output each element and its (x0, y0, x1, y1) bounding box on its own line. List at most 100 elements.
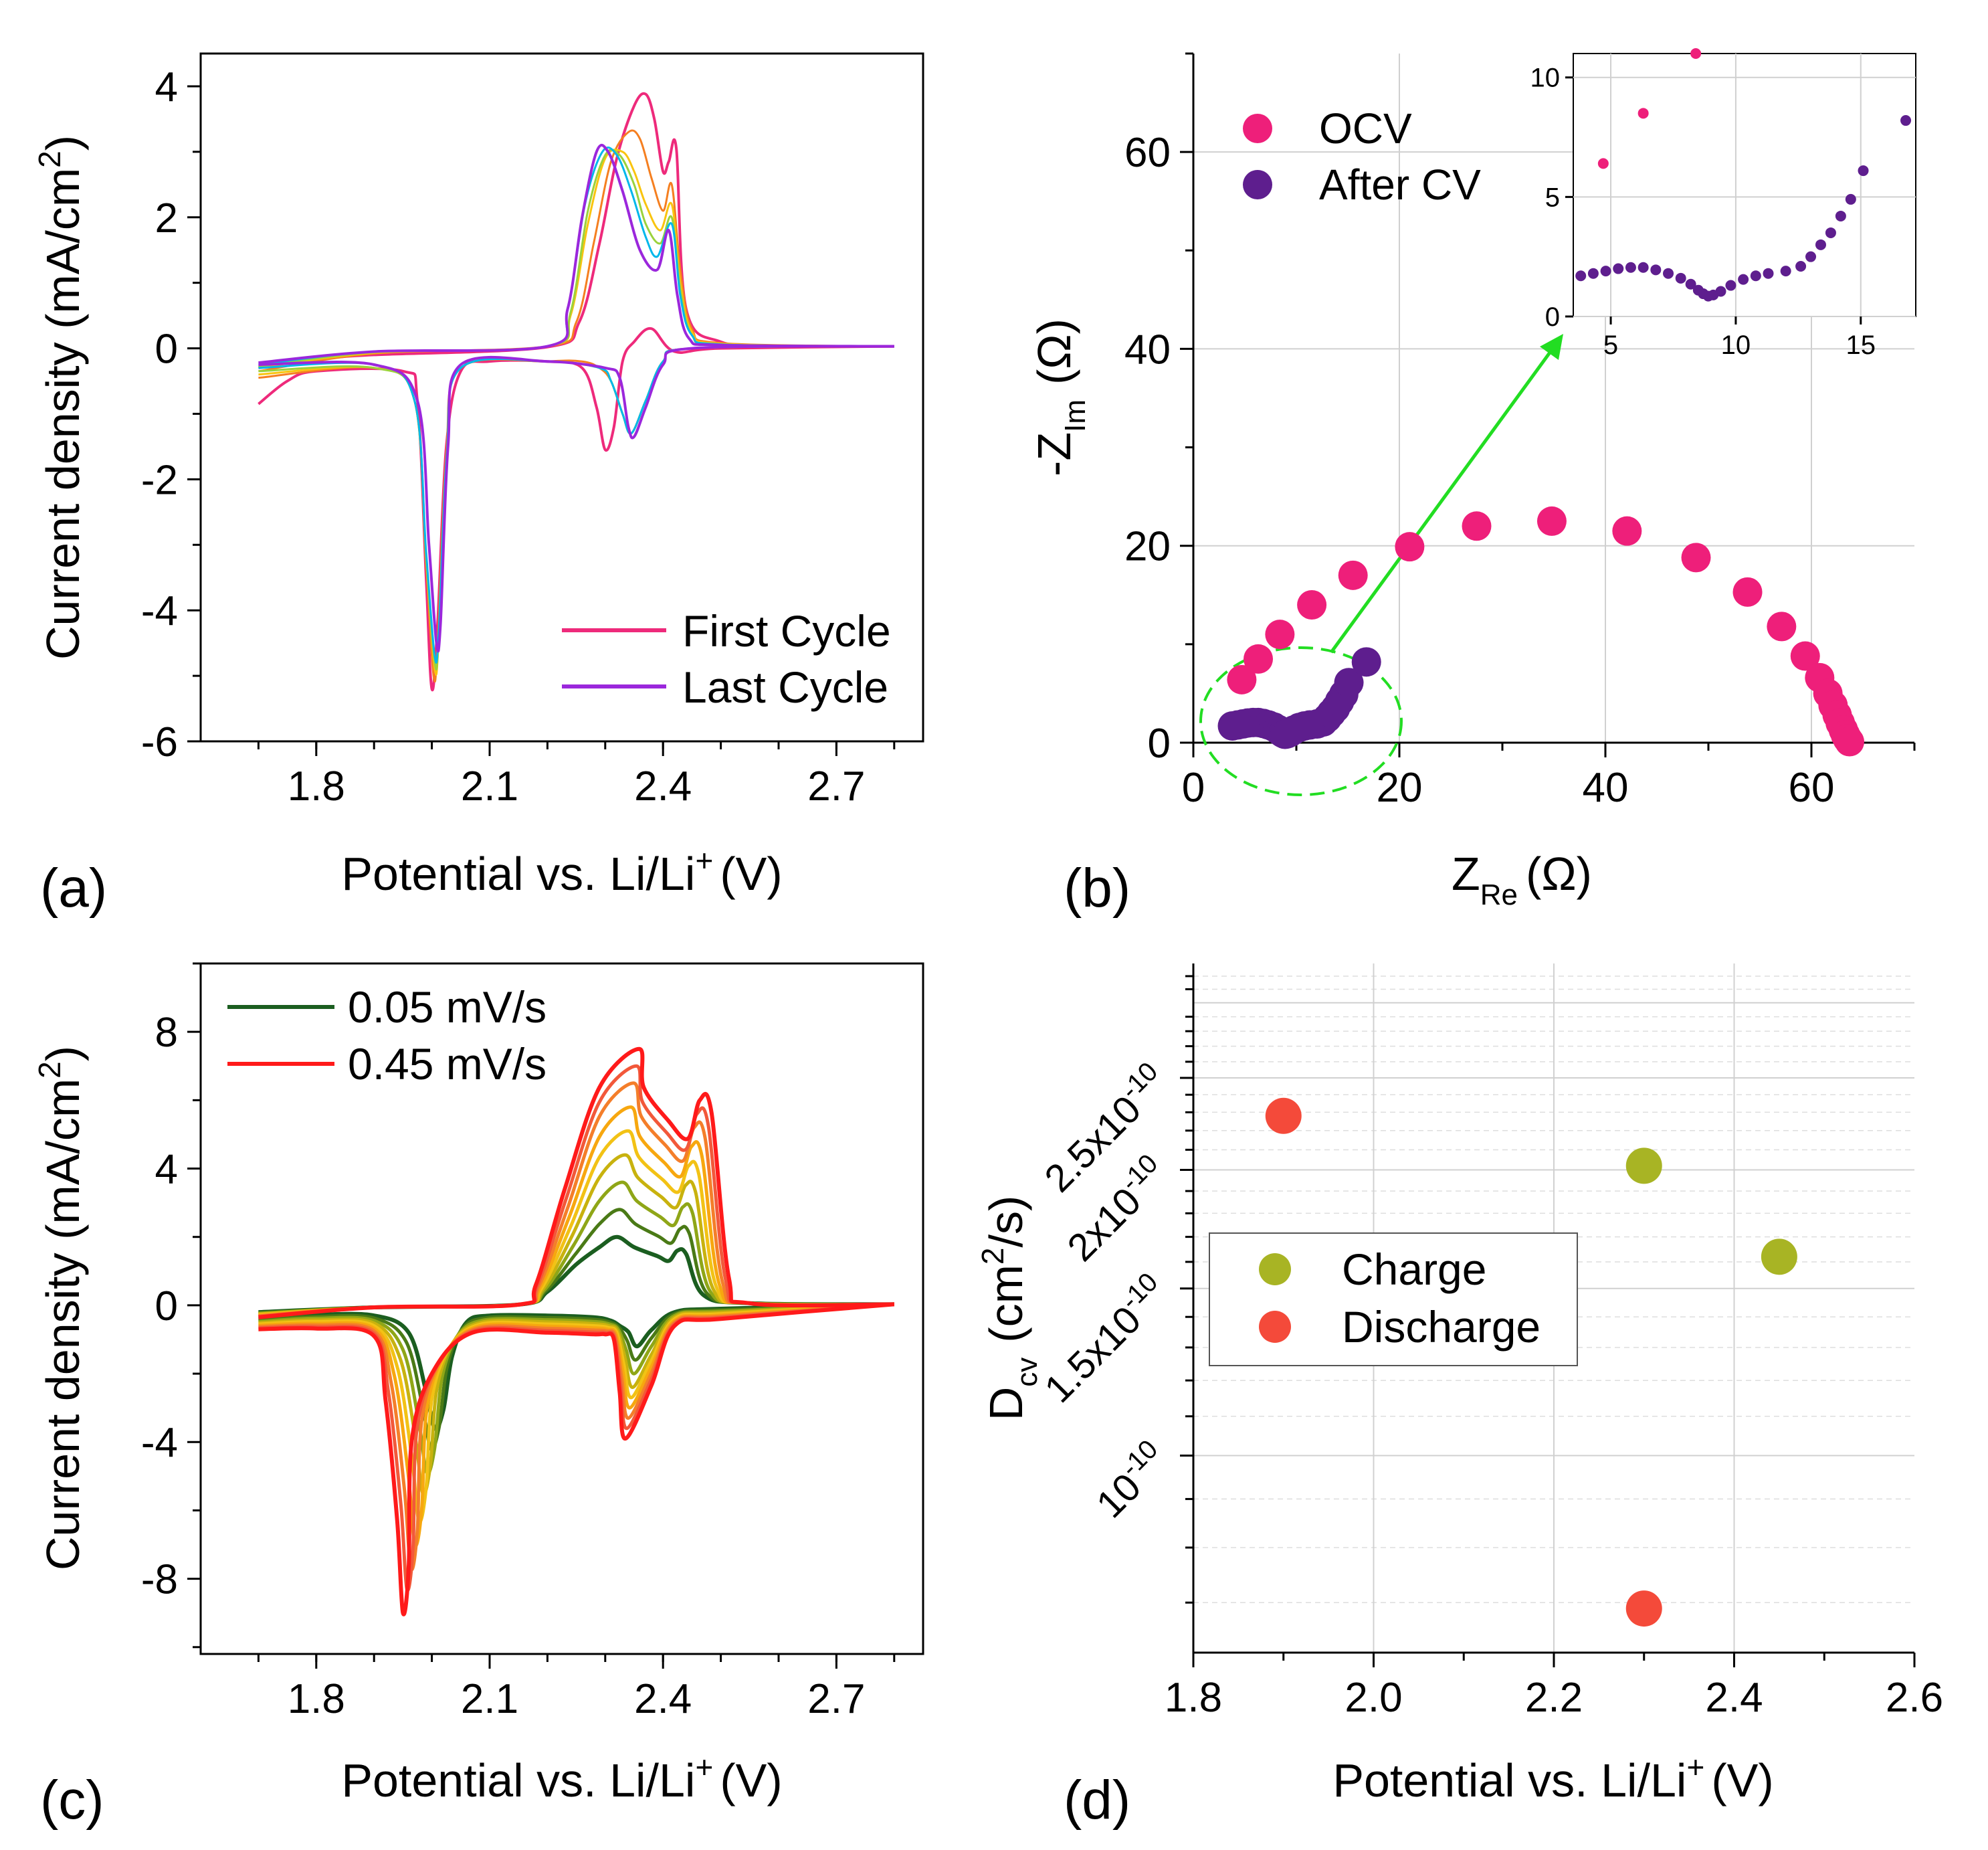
y-tick-label-0: 0 (1148, 721, 1171, 767)
cv-scan-reduction-4 (258, 1302, 894, 1523)
inset-point-after-cv (1738, 274, 1749, 285)
eis-point-ocv (1244, 644, 1274, 674)
y-tick-label-2: 0 (155, 1283, 178, 1329)
inset-point-after-cv (1763, 268, 1774, 279)
eis-point-ocv (1790, 641, 1820, 671)
inset-point-after-cv (1637, 262, 1649, 273)
eis-point-after-cv (1334, 668, 1364, 698)
zoom-region-ellipse (1199, 646, 1403, 796)
y-tick-label-3: -4 (141, 1420, 178, 1466)
diffusion-point-discharge (1265, 1097, 1302, 1134)
diffusion-point-discharge (1625, 1590, 1662, 1627)
inset-point-after-cv (1625, 262, 1636, 273)
x-tick-label-1: 2.1 (461, 763, 518, 810)
inset-point-after-cv (1715, 286, 1726, 297)
zoom-arrow-head (1540, 334, 1563, 360)
eis-point-ocv (1297, 590, 1327, 620)
y-tick-label-3: -2 (141, 457, 178, 503)
legend-label-0-05: 0.05 mV/s (348, 982, 546, 1032)
y-tick-label-1: 4 (155, 1147, 178, 1193)
inset-x-tick-label-0: 5 (1603, 331, 1618, 360)
panel-a-frame (199, 52, 924, 743)
y-tick-label-2: 40 (1124, 327, 1171, 373)
y-tick-label-1: 2 (155, 195, 178, 242)
panel-b: 0 20 40 60 0 20 40 60 5 10 15 0 5 10 OCV After CV ZR… (1028, 48, 1916, 919)
inset-point-ocv (1690, 48, 1702, 59)
y-tick-label-2: 0 (155, 327, 178, 373)
cv-scan-reduction-0 (258, 1302, 894, 1431)
inset-point-after-cv (1600, 266, 1611, 277)
panel-a-series (258, 92, 894, 692)
eis-point-ocv (1834, 727, 1864, 757)
panel-a-y-axis-label: Current density (mA/cm2) (32, 135, 89, 660)
eis-point-ocv (1395, 532, 1425, 562)
legend-label-charge: Charge (1342, 1244, 1486, 1294)
panel-d-y-axis-label: Dcv(cm2/s) (975, 1196, 1043, 1421)
x-tick-label-2: 40 (1583, 765, 1629, 811)
y-tick-label-0: 4 (155, 64, 178, 110)
panel-d: 1.8 2.0 2.2 2.4 2.610-101.5x10-102x10-102.5x… (975, 963, 1943, 1831)
eis-point-ocv (1462, 511, 1492, 541)
zoom-arrow (1329, 347, 1555, 654)
panel-b-y-axis-label: -ZIm(Ω) (1028, 318, 1092, 476)
x-tick-label-0: 0 (1182, 765, 1205, 811)
y-tick-label-5: -6 (141, 719, 178, 765)
panel-c-label: (c) (40, 1770, 104, 1831)
inset-y-tick-label-0: 0 (1545, 302, 1560, 332)
eis-point-ocv (1536, 506, 1567, 536)
cv-scan-reduction-2 (258, 1302, 894, 1475)
x-tick-label-1: 2.1 (461, 1676, 518, 1722)
inset-point-after-cv (1825, 227, 1836, 238)
inset-point-after-cv (1587, 268, 1599, 279)
diffusion-point-charge (1625, 1147, 1662, 1184)
legend-marker-discharge (1259, 1311, 1291, 1343)
y-tick-label-1: 20 (1124, 524, 1171, 570)
y-tick-label-3: 60 (1124, 130, 1171, 176)
x-tick-label-0: 1.8 (1165, 1675, 1222, 1721)
panel-d-x-axis-label: Potential vs. Li/Li+ (V) (1332, 1750, 1773, 1807)
cv-curve-reduction-4 (258, 345, 894, 664)
panel-a-ticks: 1.8 2.1 2.4 2.7 4 2 0 -2 -4 -6 (141, 64, 896, 810)
panel-d-label: (d) (1064, 1770, 1130, 1831)
eis-point-after-cv (1351, 647, 1381, 677)
cv-scan-oxidation-8 (258, 1046, 894, 1319)
eis-point-ocv (1227, 664, 1257, 695)
cv-curve-oxidation-0 (258, 92, 894, 369)
inset-ticks: 5 10 15 0 5 10 (1530, 64, 1876, 360)
inset-point-after-cv (1858, 165, 1869, 177)
legend-label-after-cv: After CV (1319, 161, 1481, 209)
cv-scan-reduction-6 (258, 1302, 894, 1572)
eis-point-ocv (1767, 612, 1797, 642)
eis-point-ocv (1681, 543, 1711, 573)
inset-point-after-cv (1805, 251, 1817, 262)
inset-series (1575, 48, 1912, 302)
inset-point-after-cv (1725, 280, 1736, 291)
inset-point-after-cv (1835, 210, 1846, 221)
y-tick-label-4: -4 (141, 588, 178, 634)
eis-point-ocv (1338, 560, 1368, 590)
inset-point-ocv (1637, 108, 1649, 119)
inset-y-tick-label-1: 5 (1545, 183, 1560, 212)
inset-point-after-cv (1663, 268, 1674, 279)
legend-label-last-cycle: Last Cycle (682, 662, 888, 712)
x-tick-label-3: 2.4 (1705, 1675, 1763, 1721)
x-tick-label-0: 1.8 (288, 763, 345, 810)
x-tick-label-4: 2.6 (1886, 1675, 1943, 1721)
inset-point-after-cv (1815, 239, 1826, 250)
legend-label-first-cycle: First Cycle (682, 606, 891, 656)
y-tick-label-0: 8 (155, 1010, 178, 1056)
inset-point-after-cv (1795, 260, 1807, 272)
diffusion-point-charge (1761, 1238, 1797, 1275)
cv-scan-reduction-7 (258, 1302, 894, 1592)
legend-marker-after-cv (1243, 170, 1272, 199)
legend-marker-charge (1259, 1253, 1291, 1285)
panel-c-y-axis-label: Current density (mA/cm2) (32, 1046, 89, 1570)
inset-x-tick-label-1: 10 (1721, 331, 1751, 360)
inset-x-tick-label-2: 15 (1846, 331, 1876, 360)
x-tick-label-1: 20 (1377, 765, 1423, 811)
inset-point-after-cv (1650, 264, 1662, 276)
inset-y-tick-label-2: 10 (1530, 64, 1561, 93)
panel-d-series (1265, 1097, 1797, 1627)
x-tick-label-1: 2.0 (1345, 1675, 1402, 1721)
